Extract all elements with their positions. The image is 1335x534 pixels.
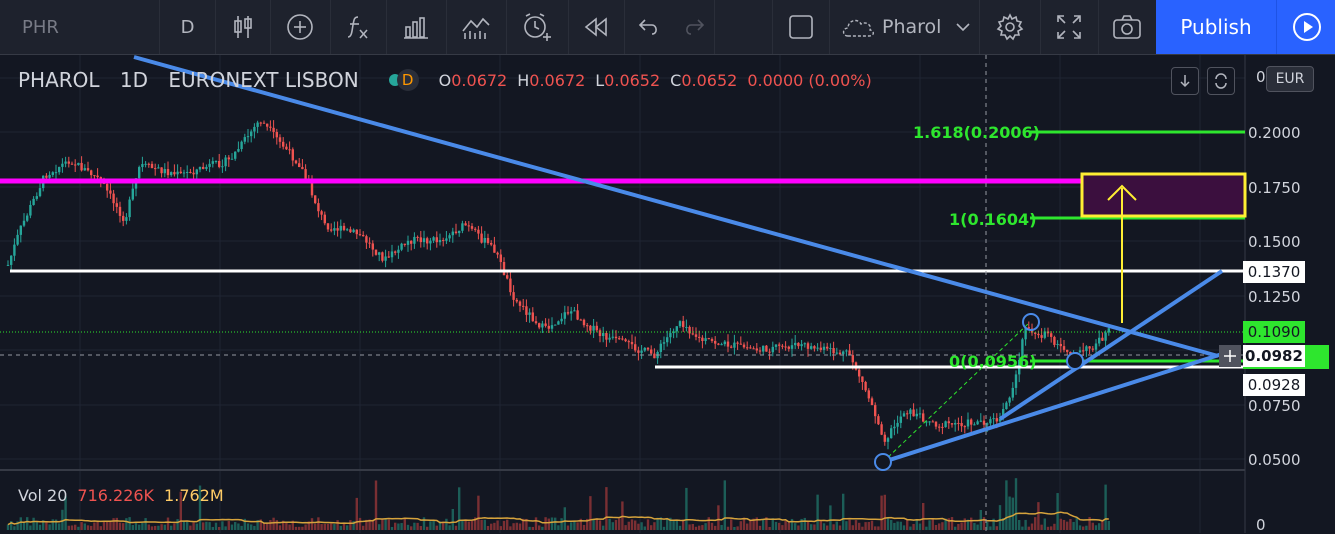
anchor-point-low	[874, 453, 892, 471]
play-icon	[1292, 13, 1321, 41]
fullscreen-icon	[1057, 15, 1081, 39]
snapshot-button[interactable]	[1098, 0, 1156, 54]
replay-icon	[584, 17, 607, 37]
chart-legend: PHAROL 1D EURONEXT LISBON D O0.0672 H0.0…	[18, 68, 872, 92]
playback-button[interactable]	[1276, 0, 1335, 54]
redo-icon	[686, 19, 705, 35]
axis-tick-0175: 0.1750	[1248, 179, 1301, 197]
chart-grid	[0, 55, 1245, 533]
crosshair-plus-icon	[1219, 345, 1241, 367]
uptrend-line-lower	[882, 352, 1223, 464]
high-label: H	[517, 70, 530, 90]
price-chart[interactable]	[0, 55, 1335, 533]
interval-label: D	[180, 16, 195, 38]
symbol-label: PHR	[22, 16, 59, 38]
price-label-level-low: 0.0928	[1243, 374, 1305, 396]
legend-exchange: EURONEXT LISBON	[168, 68, 359, 92]
symbol-search-button[interactable]: PHR	[0, 0, 160, 54]
layout-button[interactable]	[772, 0, 830, 54]
templates-icon	[404, 17, 428, 39]
alert-button[interactable]	[506, 0, 569, 54]
change-value: 0.0000 (0.00%)	[747, 70, 872, 90]
close-value: 0.0652	[681, 70, 738, 90]
axis-tick-0125: 0.1250	[1248, 288, 1301, 306]
data-mode-badge[interactable]: D	[396, 69, 419, 91]
target-box	[1080, 172, 1247, 218]
low-value: 0.0652	[604, 70, 661, 90]
legend-symbol-name: PHAROL	[18, 68, 100, 92]
anchor-point-high	[1022, 313, 1040, 331]
add-indicator-icon	[287, 14, 313, 40]
fib-label-1: 1(0.1604)	[949, 210, 1037, 229]
publish-button[interactable]: Publish	[1156, 0, 1276, 54]
fullscreen-mode-button[interactable]	[1040, 0, 1099, 54]
volume-axis-tick: 0	[1256, 516, 1266, 534]
price-label-level: 0.1370	[1243, 261, 1305, 283]
chevron-down-icon	[956, 23, 971, 32]
restore-button[interactable]	[1207, 67, 1235, 95]
settings-icon	[996, 13, 1024, 41]
arrow-down-icon	[1180, 75, 1190, 88]
open-label: O	[438, 70, 452, 90]
axis-tick-0050: 0.0500	[1248, 451, 1301, 469]
add-indicator-button[interactable]	[270, 0, 331, 54]
axis-top-tick: 0	[1256, 68, 1266, 86]
price-label-crosshair: 0.0982	[1243, 345, 1305, 367]
high-value: 0.0672	[529, 70, 586, 90]
cloud-icon	[842, 19, 874, 37]
open-value: 0.0672	[451, 70, 508, 90]
axis-tick-0200: 0.2000	[1248, 124, 1301, 142]
downtrend-line	[133, 55, 1219, 358]
undo-button[interactable]	[624, 0, 674, 54]
fib-label-1618: 1.618(0.2006)	[913, 123, 1040, 142]
compare-icon	[462, 17, 490, 39]
candles-icon	[233, 16, 252, 38]
restore-icon	[1215, 73, 1227, 89]
settings-button[interactable]	[980, 0, 1041, 54]
volume-legend: Vol 20 716.226K 1.762M	[18, 486, 224, 505]
volume-ma-line	[7, 511, 1109, 526]
ohlc-values: O0.0672 H0.0672 L0.0652 C0.0652 0.0000 (…	[439, 71, 872, 90]
uptrend-line-steep	[998, 269, 1224, 421]
compare-button[interactable]	[446, 0, 507, 54]
scroll-down-button[interactable]	[1171, 67, 1199, 95]
fx-icon	[347, 16, 368, 39]
interval-button[interactable]: D	[160, 0, 216, 54]
fib-dashed-connector	[882, 321, 1031, 463]
volume-label: Vol 20	[18, 486, 68, 505]
candles	[6, 120, 1110, 450]
axis-tick-0075: 0.0750	[1248, 397, 1301, 415]
templates-button[interactable]	[386, 0, 447, 54]
chart-type-button[interactable]	[215, 0, 271, 54]
undo-icon	[638, 19, 657, 35]
axis-tick-0150: 0.1500	[1248, 233, 1301, 251]
indicators-button[interactable]	[330, 0, 387, 54]
top-toolbar: PHR D Pharol Publ	[0, 0, 1335, 55]
alert-icon	[524, 13, 551, 41]
template-name: Pharol	[882, 16, 942, 38]
volume-value: 716.226K	[77, 486, 155, 505]
publish-label: Publish	[1180, 15, 1252, 39]
redo-button[interactable]	[674, 0, 715, 54]
template-dropdown[interactable]: Pharol	[828, 0, 980, 54]
target-arrow-head	[1107, 184, 1137, 201]
price-label-last: 0.1090	[1243, 321, 1305, 343]
currency-button[interactable]: EUR	[1266, 66, 1314, 92]
volume-ma-value: 1.762M	[164, 486, 224, 505]
close-label: C	[670, 70, 682, 90]
replay-button[interactable]	[568, 0, 625, 54]
low-label: L	[595, 70, 605, 90]
camera-icon	[1113, 15, 1141, 39]
fib-label-0: 0(0.0956)	[949, 352, 1037, 371]
legend-interval: 1D	[119, 68, 149, 92]
layout-icon	[789, 15, 813, 39]
anchor-point-mid	[1066, 352, 1084, 370]
